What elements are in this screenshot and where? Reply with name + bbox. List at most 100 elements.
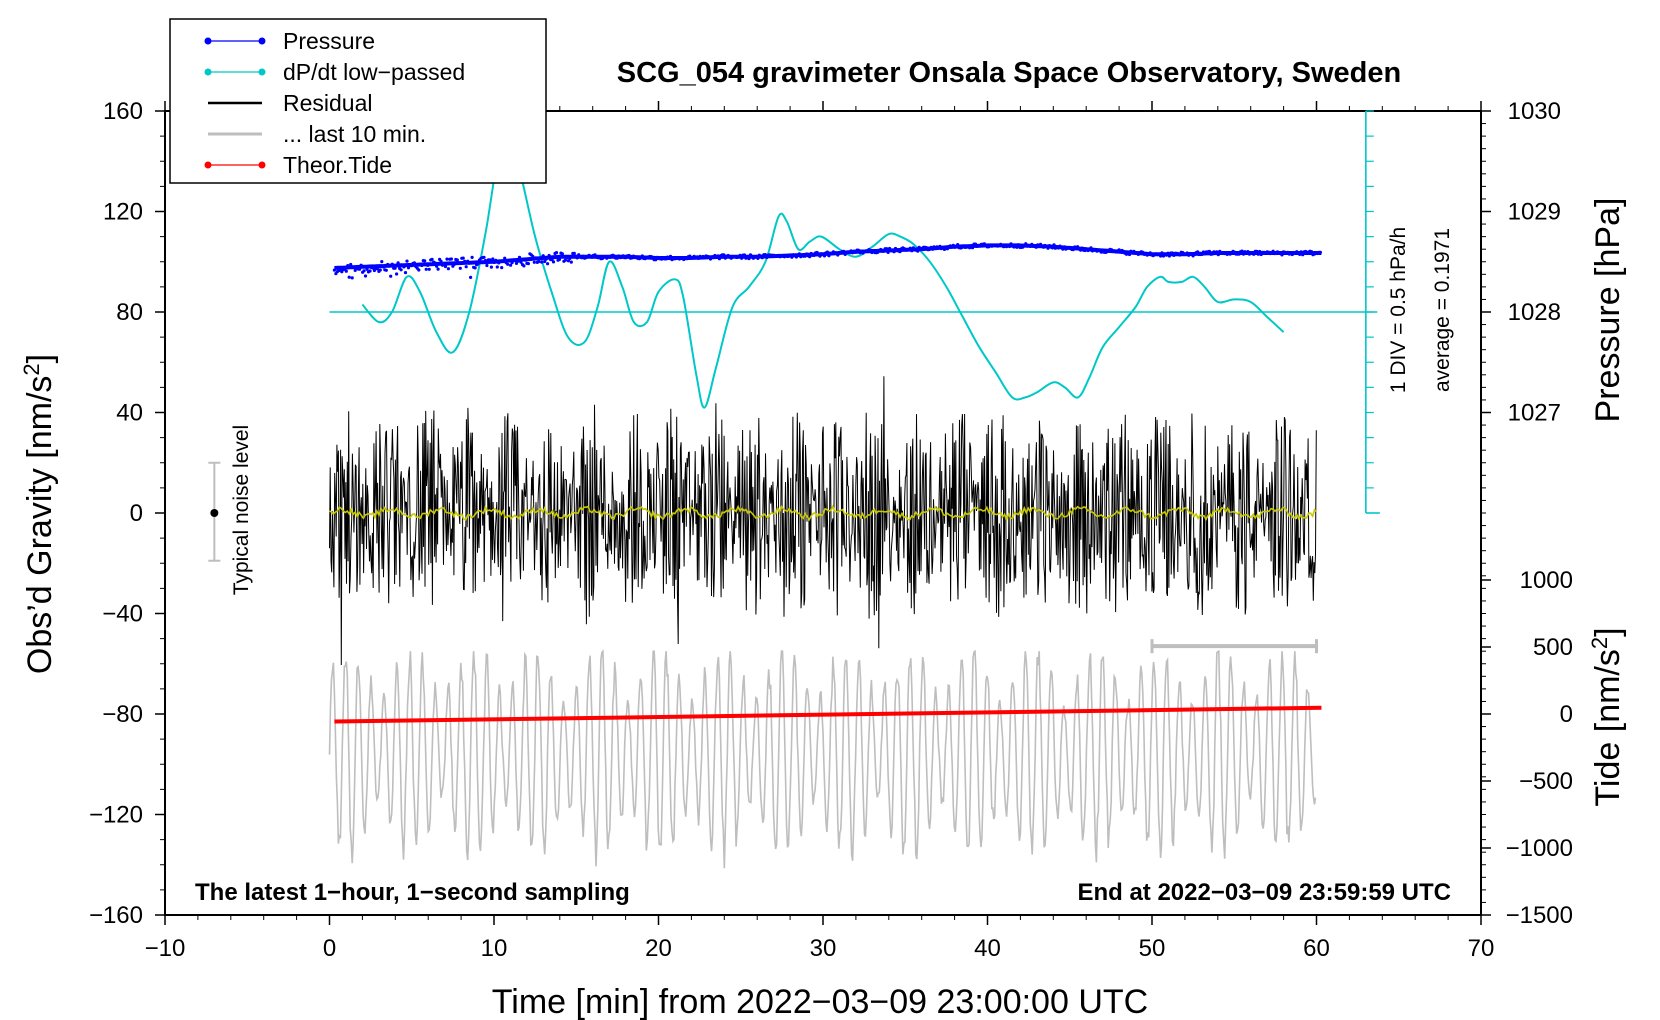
pressure-point <box>956 243 960 247</box>
legend-label: Theor.Tide <box>283 152 392 178</box>
pressure-point <box>443 264 448 269</box>
pressure-point <box>747 257 751 261</box>
pressure-point <box>442 261 446 266</box>
x-tick-label: 30 <box>810 935 837 962</box>
pressure-point <box>717 257 722 261</box>
pressure-point <box>519 260 523 264</box>
pressure-point <box>1246 250 1250 254</box>
pressure-point <box>476 262 480 266</box>
pressure-point <box>436 267 440 271</box>
pressure-point <box>970 246 975 250</box>
pressure-point <box>368 269 372 273</box>
y-axis-title-left-text: Obs’d Gravity [nm/s <box>21 376 59 675</box>
pressure-point <box>435 264 439 268</box>
pressure-point <box>654 258 658 262</box>
legend-marker <box>258 37 266 45</box>
pressure-point <box>346 264 350 268</box>
pressure-point <box>483 258 487 263</box>
pressure-point <box>822 254 827 258</box>
pressure-point <box>1166 251 1170 255</box>
pressure-point <box>439 259 443 263</box>
pressure-point <box>485 263 489 268</box>
pressure-point <box>1034 245 1038 249</box>
pressure-point <box>526 262 531 266</box>
x-tick-label: 60 <box>1303 935 1330 962</box>
pressure-point <box>1185 251 1189 255</box>
y-left-tick-label: 120 <box>103 199 143 226</box>
pressure-point <box>1237 252 1241 256</box>
pressure-point <box>593 253 597 257</box>
annotation-sampling: The latest 1−hour, 1−second sampling <box>195 879 630 906</box>
pressure-point <box>745 254 750 258</box>
pressure-point <box>1178 253 1182 257</box>
y-left-tick-label: 160 <box>103 98 143 125</box>
dpdt-average-label: average = 0.1971 <box>1431 228 1454 392</box>
legend-marker <box>204 68 212 76</box>
pressure-point <box>534 256 538 260</box>
pressure-point <box>470 255 474 259</box>
legend-marker <box>258 161 266 169</box>
pressure-point <box>509 263 513 267</box>
pressure-point <box>856 248 861 252</box>
pressure-point <box>1241 252 1246 256</box>
legend-marker <box>204 37 212 45</box>
noise-level-label: Typical noise level <box>230 425 253 595</box>
tide-tick-label: −1000 <box>1506 835 1573 862</box>
pressure-point <box>500 266 504 270</box>
pressure-point <box>399 268 403 272</box>
pressure-point <box>565 256 569 260</box>
pressure-point <box>898 250 902 254</box>
pressure-point <box>1215 250 1219 254</box>
pressure-point <box>537 260 541 264</box>
pressure-point <box>532 260 536 264</box>
pressure-point <box>1196 250 1200 254</box>
pressure-point <box>402 265 406 269</box>
pressure-point <box>1252 252 1256 256</box>
pressure-point <box>543 259 547 264</box>
y-axis-title-tide-text: Tide [nm/s <box>1589 649 1627 806</box>
pressure-point <box>387 264 391 268</box>
pressure-point <box>396 261 400 265</box>
y-left-tick-label: −160 <box>89 902 143 929</box>
pressure-point <box>467 261 471 265</box>
pressure-point <box>538 256 542 260</box>
pressure-point <box>395 272 399 276</box>
legend-label: dP/dt low−passed <box>283 59 465 85</box>
tide-tick-label: 1000 <box>1520 567 1573 594</box>
pressure-tick-label: 1029 <box>1508 199 1561 226</box>
pressure-point <box>522 264 526 268</box>
pressure-point <box>406 266 411 270</box>
noise-bar-center <box>210 509 219 517</box>
pressure-point <box>381 265 385 269</box>
pressure-point <box>760 256 764 260</box>
pressure-point <box>507 259 511 263</box>
pressure-point <box>469 275 473 279</box>
pressure-point <box>668 254 673 258</box>
pressure-tick-label: 1028 <box>1508 299 1561 326</box>
pressure-point <box>563 258 568 262</box>
y-left-tick-label: −80 <box>102 701 143 728</box>
pressure-point <box>531 254 535 258</box>
pressure-point <box>885 247 889 251</box>
pressure-point <box>1167 254 1171 258</box>
pressure-point <box>494 258 498 262</box>
tide-tick-label: −500 <box>1519 768 1573 795</box>
pressure-point <box>818 254 822 258</box>
pressure-point <box>513 258 517 262</box>
pressure-point <box>458 266 462 270</box>
pressure-point <box>1280 253 1284 257</box>
pressure-point <box>482 255 486 259</box>
chart-title: SCG_054 gravimeter Onsala Space Observat… <box>617 57 1401 89</box>
pressure-point <box>403 271 408 275</box>
pressure-point <box>405 259 409 263</box>
dpdt-scale-label: 1 DIV = 0.5 hPa/h <box>1387 227 1410 393</box>
y-axis-title-left-close: ] <box>21 354 59 363</box>
pressure-point <box>516 259 520 263</box>
pressure-point <box>365 267 369 271</box>
pressure-point <box>510 261 514 265</box>
series-residual <box>329 376 1317 666</box>
pressure-point <box>523 258 528 262</box>
pressure-point <box>464 265 468 269</box>
pressure-point <box>427 267 431 271</box>
x-tick-label: 70 <box>1468 935 1495 962</box>
